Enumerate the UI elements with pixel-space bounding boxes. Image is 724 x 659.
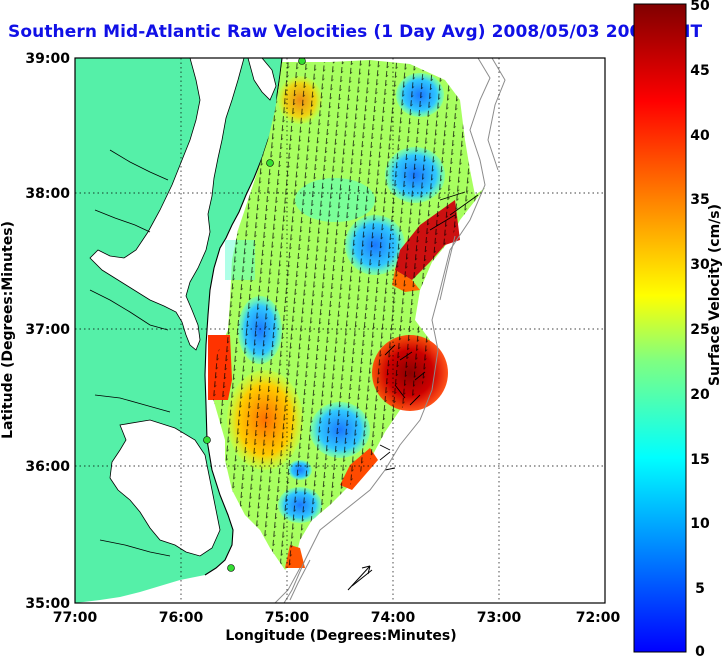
x-axis: 77:00 76:00 75:00 74:00 73:00 72:00 Long… [53, 610, 621, 644]
colorbar-label: Surface Velocity (cm/s) [707, 204, 723, 386]
colorbar-tick-label: 30 [690, 257, 710, 273]
y-axis: 39:00 38:00 37:00 36:00 35:00 Latitude (… [0, 51, 70, 612]
bay-water [89, 58, 245, 351]
colorbar-tick-label: 5 [695, 581, 705, 597]
colorbar-tick-label: 35 [690, 192, 709, 208]
colorbar-tick-label: 25 [690, 322, 709, 338]
delaware-bay [247, 58, 277, 101]
colorbar: 50 45 40 35 30 25 20 15 10 5 0 Surface V… [633, 0, 723, 659]
colorbar-tick-label: 45 [690, 63, 709, 79]
x-tick-label: 74:00 [371, 610, 416, 626]
y-axis-label: Latitude (Degrees:Minutes) [0, 221, 16, 439]
y-tick-label: 39:00 [25, 51, 70, 67]
y-tick-label: 36:00 [25, 459, 70, 475]
x-axis-label: Longitude (Degrees:Minutes) [225, 628, 456, 644]
grid-lines [75, 58, 605, 603]
colorbar-tick-label: 0 [695, 644, 705, 659]
station-markers [203, 58, 306, 572]
x-tick-label: 76:00 [159, 610, 204, 626]
reference-arrow [347, 565, 373, 591]
velocity-vectors [212, 60, 485, 570]
colorbar-tick-label: 40 [690, 128, 710, 144]
colorbar-tick-label: 50 [690, 0, 710, 14]
colorbar-scale [633, 3, 687, 653]
sound-water [109, 419, 221, 557]
y-tick-label: 37:00 [25, 322, 70, 338]
x-tick-label: 75:00 [265, 610, 310, 626]
x-tick-label: 73:00 [477, 610, 522, 626]
rivers [89, 149, 171, 557]
map-title: Southern Mid-Atlantic Raw Velocities (1 … [8, 22, 703, 42]
bathymetry-contours [274, 58, 506, 603]
colorbar-tick-label: 15 [690, 452, 709, 468]
y-tick-label: 35:00 [25, 596, 70, 612]
x-tick-label: 77:00 [53, 610, 98, 626]
x-tick-label: 72:00 [576, 610, 621, 626]
colorbar-tick-label: 20 [690, 387, 710, 403]
y-tick-label: 38:00 [25, 186, 70, 202]
plot-frame [74, 57, 606, 604]
swirl-vectors [379, 191, 479, 471]
colorbar-tick-label: 10 [690, 516, 710, 532]
